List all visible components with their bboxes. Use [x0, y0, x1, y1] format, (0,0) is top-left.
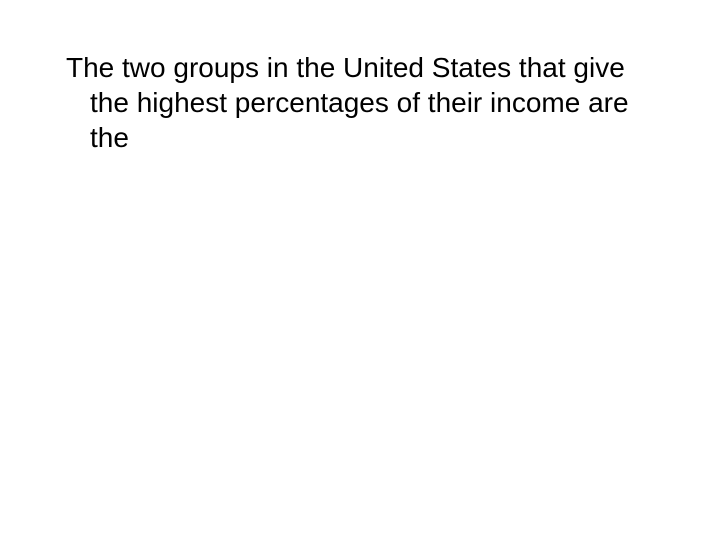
slide-body-text: The two groups in the United States that…	[40, 50, 660, 155]
slide-container: The two groups in the United States that…	[0, 0, 720, 540]
